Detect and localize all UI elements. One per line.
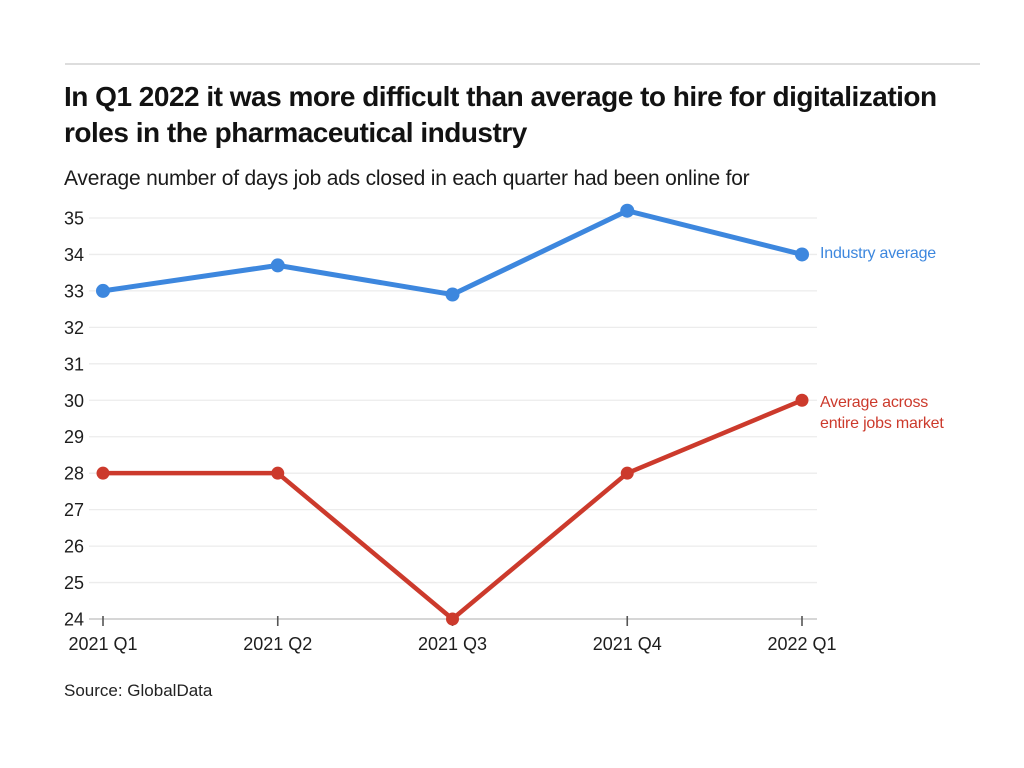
x-tick-label: 2021 Q1 [68, 634, 137, 654]
x-tick-label: 2021 Q4 [593, 634, 662, 654]
top-divider [65, 63, 980, 65]
data-point [795, 247, 809, 262]
data-point [795, 393, 809, 407]
chart-subtitle: Average number of days job ads closed in… [64, 167, 750, 190]
data-point [446, 612, 459, 626]
data-point [620, 203, 635, 218]
legend-entire-jobs-market: Average across entire jobs market [820, 394, 944, 433]
x-tick-label: 2022 Q1 [767, 634, 836, 654]
x-tick-label: 2021 Q2 [243, 634, 312, 654]
data-point [96, 466, 110, 480]
data-point [271, 466, 285, 480]
y-tick-label: 28 [64, 464, 84, 484]
source-credit: Source: GlobalData [64, 681, 213, 700]
chart-title: In Q1 2022 it was more difficult than av… [64, 81, 937, 148]
data-point [445, 287, 460, 302]
legend-industry-average: Industry average [820, 245, 936, 263]
x-tick-label: 2021 Q3 [418, 634, 487, 654]
y-tick-label: 31 [64, 354, 84, 374]
y-tick-label: 32 [64, 318, 84, 338]
y-tick-label: 34 [64, 245, 84, 265]
series-line-0 [100, 208, 805, 298]
y-tick-label: 24 [64, 610, 84, 630]
y-tick-label: 29 [64, 427, 84, 447]
y-tick-label: 30 [64, 391, 84, 411]
y-tick-label: 33 [64, 281, 84, 301]
y-tick-label: 26 [64, 537, 84, 557]
data-point [270, 258, 285, 273]
data-point [620, 466, 634, 480]
y-tick-label: 27 [64, 500, 84, 520]
y-tick-label: 35 [64, 209, 84, 229]
y-tick-label: 25 [64, 573, 84, 593]
data-point [96, 283, 110, 298]
